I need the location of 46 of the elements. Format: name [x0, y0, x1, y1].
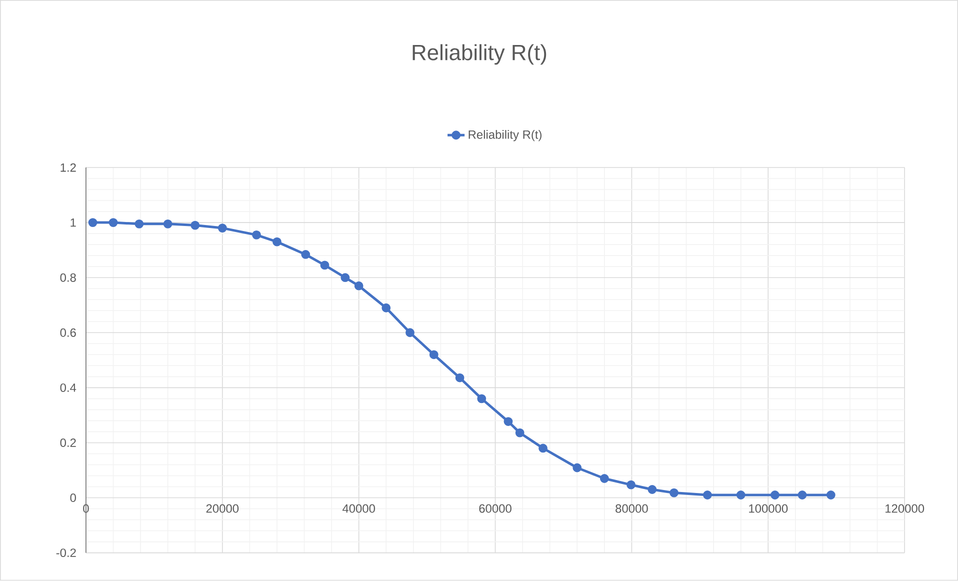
y-tick-label: 0.2: [60, 438, 76, 448]
point: [770, 490, 780, 500]
legend-label: Reliability R(t): [468, 130, 542, 142]
point: [826, 490, 836, 500]
point: [218, 224, 227, 233]
y-tick-label: 1: [70, 218, 76, 227]
point: [354, 282, 364, 290]
point: [134, 220, 144, 229]
point: [736, 490, 746, 500]
y-tick-label: 0: [70, 494, 76, 502]
point: [301, 250, 310, 260]
point: [190, 220, 200, 230]
x-tick-label: 40000: [342, 504, 376, 513]
point: [108, 218, 118, 228]
point: [455, 373, 464, 382]
y-tick-label: 0.4: [60, 384, 76, 392]
point: [702, 490, 712, 500]
y-tick-label: 0.8: [60, 274, 76, 282]
point: [798, 490, 807, 500]
y-tick-label: 1.2: [60, 163, 76, 172]
x-tick-label: 120000: [886, 504, 924, 513]
point: [320, 260, 330, 270]
point: [572, 463, 582, 472]
point: [88, 218, 98, 228]
chart-title: Reliability R(t): [412, 44, 546, 65]
x-tick-label: 60000: [479, 504, 512, 513]
point: [648, 485, 657, 494]
point: [382, 304, 391, 312]
x-tick-label: 20000: [206, 504, 239, 513]
y-tick-label: -0.2: [56, 548, 76, 558]
point: [429, 350, 438, 360]
x-tick-label: 80000: [616, 504, 648, 513]
point: [670, 488, 678, 498]
point: [477, 394, 486, 404]
point: [538, 444, 548, 453]
point: [626, 480, 636, 490]
point: [504, 417, 513, 426]
y-tick-label: 0.6: [60, 328, 76, 338]
x-tick-label: 100000: [749, 504, 788, 513]
point: [252, 230, 261, 240]
point: [340, 273, 350, 282]
point: [515, 428, 524, 438]
point: [406, 328, 414, 338]
point: [600, 474, 609, 484]
point: [272, 238, 282, 246]
point: [163, 220, 172, 229]
